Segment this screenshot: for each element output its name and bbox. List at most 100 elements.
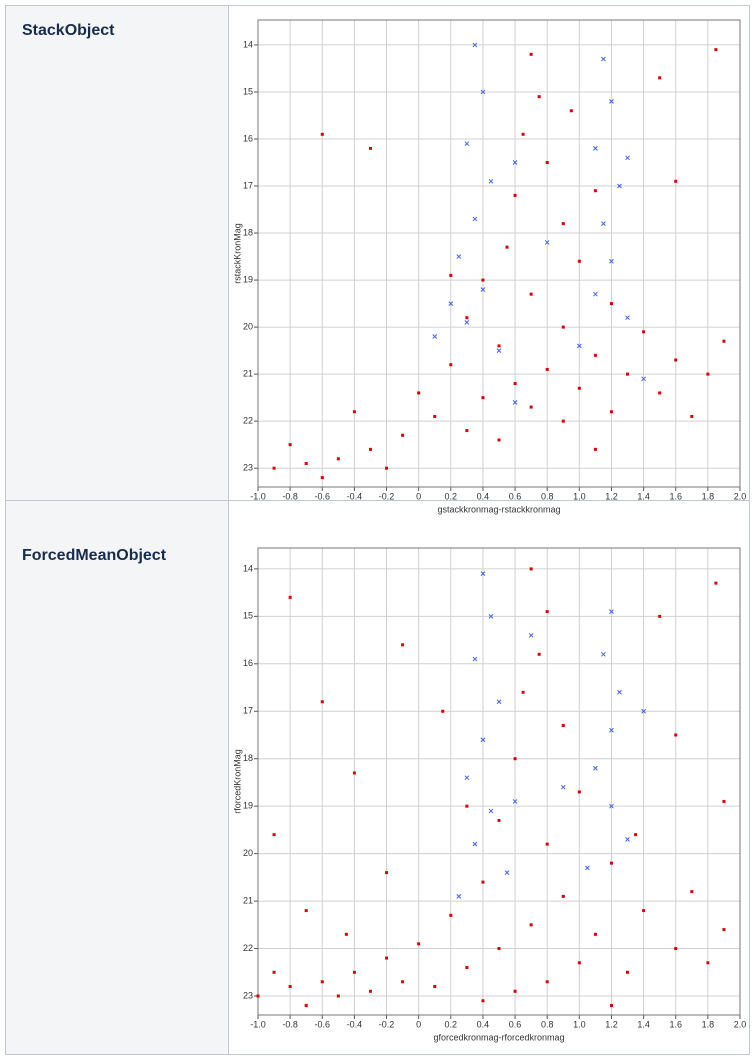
point [512, 799, 518, 804]
x-tick-label: 0.6 [509, 1019, 522, 1029]
point [625, 315, 630, 321]
point [625, 155, 630, 161]
point [513, 989, 517, 993]
y-tick-label: 18 [243, 227, 253, 237]
point [481, 278, 485, 282]
y-tick-label: 23 [243, 990, 253, 1000]
point [480, 737, 486, 743]
y-tick-label: 21 [243, 895, 253, 905]
point [496, 699, 502, 705]
plot-frame [257, 547, 741, 1016]
y-tick-label: 20 [243, 321, 253, 331]
x-tick-label: -0.6 [315, 491, 331, 501]
point [465, 966, 469, 970]
x-tick-label: 1.0 [573, 491, 586, 501]
x-tick-label: -0.6 [315, 1019, 331, 1029]
y-tick-label: 18 [243, 753, 253, 763]
point [593, 447, 597, 451]
row-label: ForcedMeanObject [22, 547, 167, 564]
point [641, 376, 646, 382]
y-tick-label: 17 [243, 706, 253, 716]
y-tick-label: 16 [243, 133, 253, 143]
point [368, 146, 372, 150]
point [658, 391, 662, 395]
point [272, 466, 276, 470]
x-tick-label: 0.8 [541, 1019, 554, 1029]
point [601, 221, 606, 226]
point [674, 358, 678, 362]
x-tick-label: -0.4 [347, 1019, 363, 1029]
point [561, 723, 565, 727]
point [464, 775, 470, 781]
point [512, 160, 518, 165]
point [617, 183, 622, 189]
point [609, 803, 614, 809]
point [513, 757, 517, 761]
point [497, 344, 501, 348]
x-tick-label: 1.8 [702, 491, 715, 501]
x-tick-label: 0.4 [477, 491, 490, 501]
point [674, 947, 678, 951]
y-tick-label: 15 [243, 611, 253, 621]
x-tick-label: 0.4 [477, 1019, 490, 1029]
point [472, 216, 478, 222]
point [577, 386, 581, 390]
point [272, 833, 276, 837]
point [609, 302, 613, 306]
point [504, 870, 510, 875]
y-tick-label: 19 [243, 274, 253, 284]
x-tick-label: 1.2 [605, 1019, 618, 1029]
point [561, 419, 565, 423]
x-tick-label: -0.4 [347, 491, 363, 501]
point [617, 689, 622, 695]
y-tick-label: 14 [243, 563, 253, 573]
x-tick-label: -0.2 [379, 491, 395, 501]
point [304, 909, 308, 913]
point [537, 95, 541, 99]
point [625, 837, 630, 842]
point [288, 443, 292, 447]
point [593, 189, 597, 193]
point [401, 643, 405, 647]
point [545, 980, 549, 984]
point [674, 179, 678, 183]
x-tick-label: 0.8 [541, 491, 554, 501]
point [658, 614, 662, 618]
point [449, 913, 453, 917]
y-tick-label: 16 [243, 658, 253, 668]
plot-frame [257, 19, 741, 488]
point [609, 861, 613, 865]
x-axis-title: gstackkronmag-rstackkronmag [437, 504, 560, 514]
point [722, 339, 726, 343]
point [609, 1004, 613, 1008]
point [593, 932, 597, 936]
point [304, 1004, 308, 1008]
x-tick-label: 1.4 [637, 1019, 650, 1029]
y-tick-label: 22 [243, 943, 253, 953]
point [642, 330, 646, 334]
point [569, 109, 573, 113]
point [609, 609, 614, 614]
point [512, 399, 518, 405]
x-tick-label: -1.0 [250, 491, 266, 501]
point [714, 48, 718, 52]
table-border [5, 5, 750, 1055]
point [561, 894, 565, 898]
point [441, 709, 445, 713]
point [465, 804, 469, 808]
point [433, 414, 437, 418]
point [480, 571, 486, 576]
point [609, 727, 614, 733]
point [545, 610, 549, 614]
y-tick-label: 19 [243, 801, 253, 811]
point [488, 178, 494, 184]
point [577, 790, 581, 794]
point [352, 970, 356, 974]
point [497, 818, 501, 822]
x-tick-label: -0.2 [379, 1019, 395, 1029]
y-tick-label: 20 [243, 848, 253, 858]
point [593, 291, 598, 297]
point [304, 461, 308, 465]
x-tick-label: 1.0 [573, 1019, 586, 1029]
